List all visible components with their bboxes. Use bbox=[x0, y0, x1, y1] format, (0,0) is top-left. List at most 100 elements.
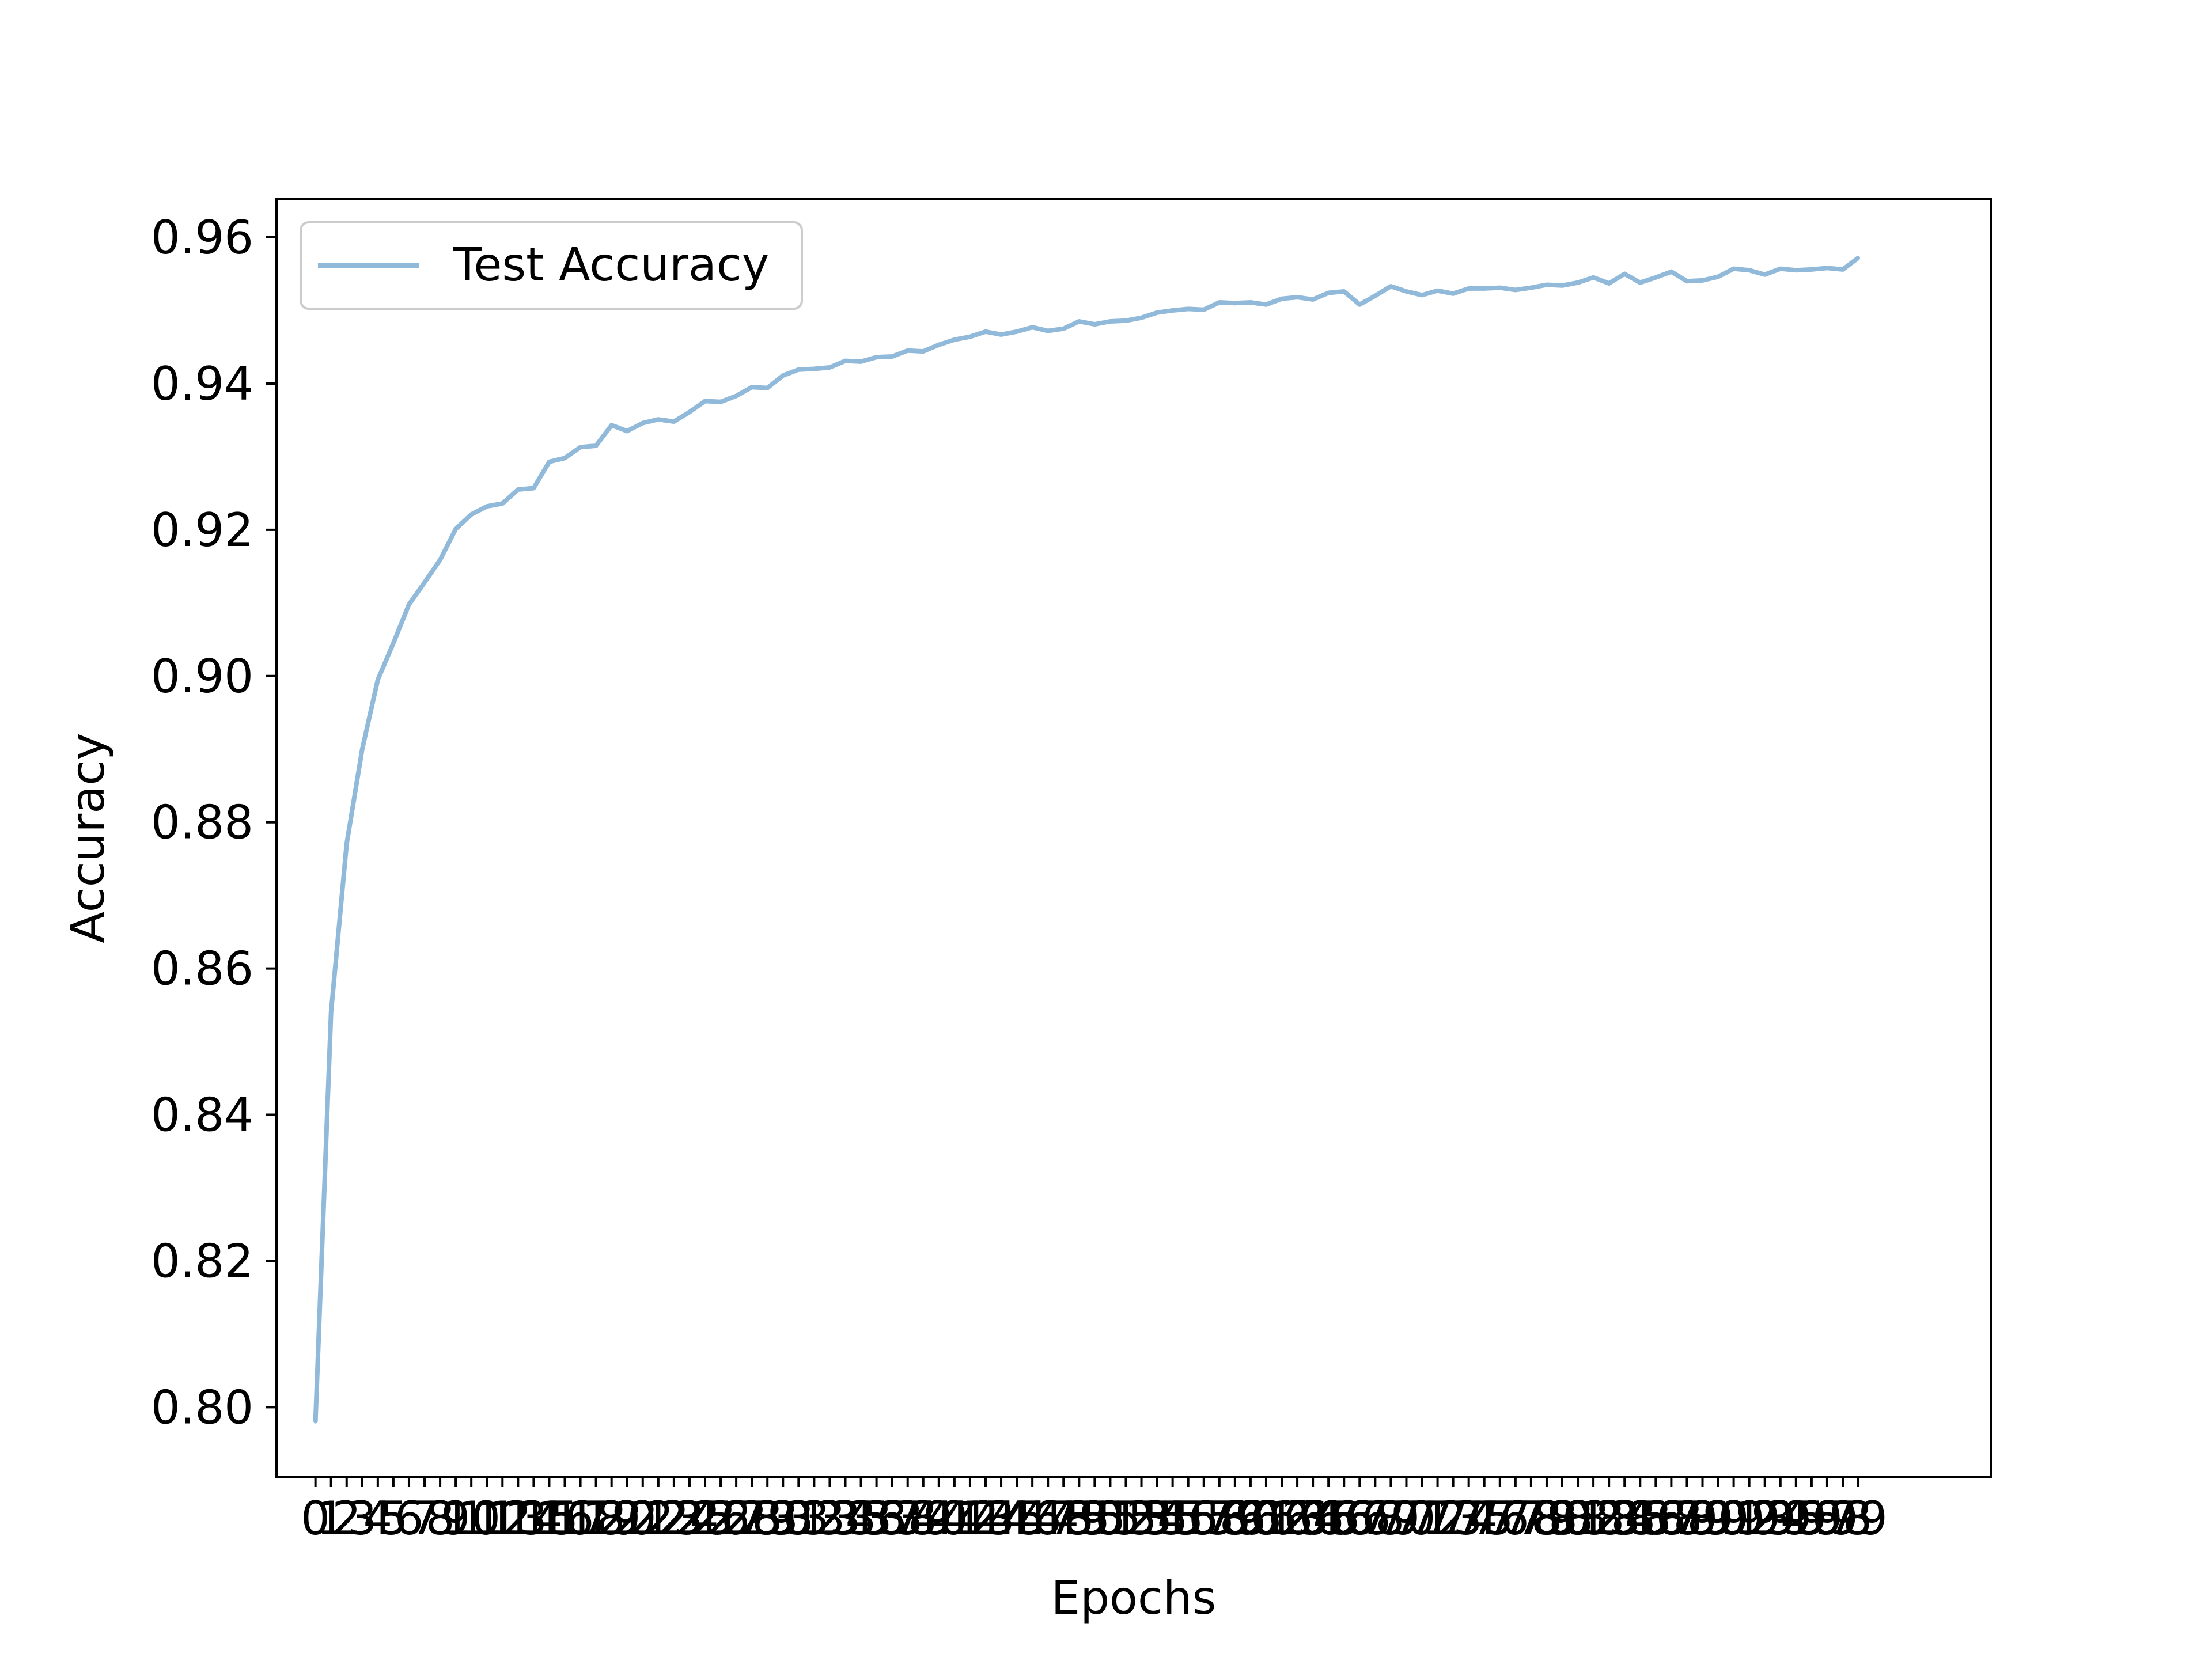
data-point bbox=[1202, 308, 1206, 312]
data-point bbox=[501, 502, 505, 506]
x-tick-label: 36 bbox=[847, 1492, 906, 1545]
x-tick-label: 34 bbox=[816, 1492, 875, 1545]
x-tick-label: 68 bbox=[1346, 1492, 1404, 1545]
x-tick-label: 52 bbox=[1097, 1492, 1156, 1545]
data-point bbox=[423, 581, 427, 585]
x-tick-label: 55 bbox=[1143, 1492, 1202, 1545]
x-tick-label: 1 bbox=[316, 1492, 346, 1545]
data-point bbox=[1217, 301, 1221, 305]
x-tick-label: 96 bbox=[1782, 1492, 1841, 1545]
series-line-test-accuracy bbox=[313, 256, 1860, 1422]
data-point bbox=[1062, 327, 1066, 331]
data-point bbox=[625, 429, 629, 433]
x-tick-label: 37 bbox=[863, 1492, 922, 1545]
y-tick-label: 0.90 bbox=[151, 650, 253, 703]
x-tick-label: 24 bbox=[660, 1492, 719, 1545]
data-point bbox=[1248, 301, 1252, 305]
y-tick-label: 0.94 bbox=[151, 357, 253, 411]
data-point bbox=[1763, 272, 1767, 276]
data-point bbox=[1513, 288, 1517, 292]
data-point bbox=[1108, 320, 1112, 324]
plot-area-frame bbox=[275, 198, 1992, 1478]
x-tick-label: 2 bbox=[332, 1492, 361, 1545]
x-tick-label: 49 bbox=[1050, 1492, 1108, 1545]
x-tick-label: 94 bbox=[1751, 1492, 1810, 1545]
data-point bbox=[532, 486, 536, 490]
x-tick-label: 51 bbox=[1081, 1492, 1140, 1545]
data-point bbox=[1451, 291, 1455, 295]
x-tick-label: 66 bbox=[1315, 1492, 1373, 1545]
x-tick-label: 69 bbox=[1362, 1492, 1421, 1545]
x-tick-label: 5 bbox=[378, 1492, 408, 1545]
x-tick-label: 8 bbox=[426, 1492, 455, 1545]
y-tick-label: 0.80 bbox=[151, 1381, 253, 1434]
data-point bbox=[1124, 318, 1128, 323]
x-tick-label: 27 bbox=[707, 1492, 766, 1545]
x-tick-label: 71 bbox=[1393, 1492, 1452, 1545]
x-tick-label: 44 bbox=[972, 1492, 1031, 1545]
x-tick-label: 20 bbox=[598, 1492, 657, 1545]
x-tick-label: 53 bbox=[1112, 1492, 1171, 1545]
x-tick-label: 56 bbox=[1159, 1492, 1218, 1545]
data-point bbox=[1342, 289, 1346, 293]
data-point bbox=[1093, 323, 1097, 327]
data-point bbox=[360, 747, 364, 751]
y-tick-label: 0.84 bbox=[151, 1089, 253, 1142]
x-tick-label: 74 bbox=[1440, 1492, 1498, 1545]
data-point bbox=[1296, 295, 1300, 299]
data-point bbox=[563, 456, 567, 460]
x-tick-label: 99 bbox=[1829, 1492, 1888, 1545]
data-point bbox=[1015, 329, 1019, 333]
x-tick-label: 10 bbox=[442, 1492, 501, 1545]
data-point bbox=[703, 399, 707, 403]
x-tick-label: 63 bbox=[1268, 1492, 1327, 1545]
data-point bbox=[766, 386, 770, 390]
x-tick-label: 42 bbox=[941, 1492, 999, 1545]
data-point bbox=[1373, 294, 1377, 298]
x-tick-label: 67 bbox=[1330, 1492, 1389, 1545]
data-point bbox=[1794, 268, 1798, 272]
data-point bbox=[1233, 301, 1237, 305]
data-point bbox=[859, 359, 863, 363]
x-tick-label: 57 bbox=[1175, 1492, 1233, 1545]
data-point bbox=[1638, 280, 1642, 285]
x-tick-label: 19 bbox=[582, 1492, 641, 1545]
data-point bbox=[952, 337, 956, 342]
data-point bbox=[1607, 282, 1611, 286]
data-point bbox=[1732, 267, 1736, 271]
data-point bbox=[719, 400, 723, 404]
x-tick-label: 72 bbox=[1408, 1492, 1467, 1545]
data-point bbox=[999, 332, 1003, 336]
data-point bbox=[1311, 297, 1315, 301]
data-point bbox=[797, 367, 801, 371]
legend-label: Test Accuracy bbox=[453, 238, 769, 291]
data-point bbox=[1840, 267, 1844, 271]
data-point bbox=[1544, 283, 1548, 287]
x-tick-label: 89 bbox=[1673, 1492, 1732, 1545]
x-tick-label: 33 bbox=[801, 1492, 859, 1545]
x-tick-label: 43 bbox=[956, 1492, 1015, 1545]
x-tick-label: 25 bbox=[676, 1492, 734, 1545]
data-point bbox=[656, 418, 660, 422]
data-point bbox=[781, 373, 785, 377]
data-point bbox=[329, 1010, 333, 1014]
x-tick-label: 97 bbox=[1798, 1492, 1857, 1545]
x-tick-label: 31 bbox=[769, 1492, 828, 1545]
data-point bbox=[906, 348, 910, 352]
x-tick-label: 58 bbox=[1190, 1492, 1249, 1545]
data-point bbox=[843, 359, 847, 363]
data-point bbox=[469, 513, 474, 517]
x-tick-label: 88 bbox=[1658, 1492, 1717, 1545]
data-point bbox=[1560, 283, 1564, 287]
data-point bbox=[1389, 285, 1393, 289]
x-tick-label: 45 bbox=[987, 1492, 1046, 1545]
data-point bbox=[391, 641, 395, 645]
x-tick-label: 39 bbox=[894, 1492, 953, 1545]
data-point bbox=[516, 488, 520, 492]
x-tick-label: 84 bbox=[1595, 1492, 1654, 1545]
x-tick-label: 83 bbox=[1580, 1492, 1638, 1545]
data-point bbox=[594, 443, 598, 448]
data-point bbox=[1576, 280, 1580, 285]
x-tick-label: 30 bbox=[753, 1492, 812, 1545]
data-point bbox=[874, 355, 878, 359]
